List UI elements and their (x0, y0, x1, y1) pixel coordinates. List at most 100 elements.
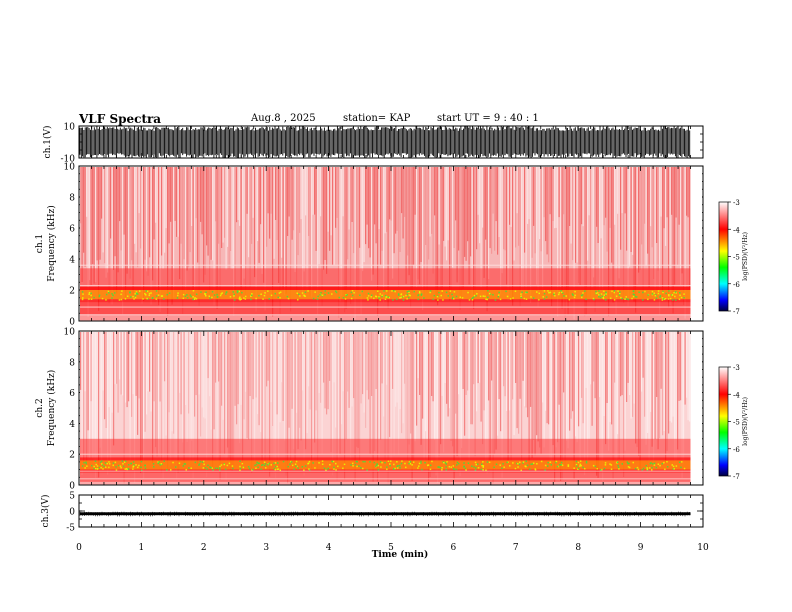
psd-peak (125, 467, 128, 470)
psd-streak (282, 167, 284, 289)
psd-streak (272, 332, 274, 426)
psd-streak (584, 332, 586, 476)
psd-streak (330, 167, 332, 236)
psd-peak (177, 294, 179, 297)
psd-streak (371, 167, 373, 281)
psd-peak (492, 294, 494, 296)
psd-streak (318, 332, 320, 393)
psd-streak (362, 167, 364, 272)
psd-peak (400, 462, 403, 465)
psd-streak (132, 167, 134, 296)
psd-streak (672, 167, 674, 314)
psd-streak (497, 167, 499, 255)
psd-streak (647, 167, 649, 254)
psd-streak (450, 332, 452, 441)
psd-peak (522, 462, 524, 464)
psd-peak (130, 462, 132, 465)
psd-streak (593, 332, 595, 382)
psd-streak (479, 332, 481, 383)
psd-streak (236, 167, 238, 223)
psd-streak (503, 167, 505, 250)
psd-streak (470, 332, 472, 425)
ch1-spectrogram-ylabel2: Frequency (kHz) (46, 205, 57, 282)
psd-streak (369, 167, 371, 258)
psd-peak (108, 466, 110, 469)
psd-streak (485, 332, 487, 466)
x-tick-label: 1 (139, 543, 145, 553)
psd-streak (276, 332, 278, 415)
psd-peak (429, 291, 431, 294)
psd-peak (601, 468, 603, 471)
psd-peak (679, 292, 681, 294)
psd-peak (449, 290, 452, 292)
psd-peak (514, 290, 517, 292)
psd-peak (668, 290, 670, 292)
psd-peak (182, 293, 185, 296)
psd-peak (675, 465, 678, 467)
psd-streak (447, 167, 449, 241)
psd-streak (666, 332, 668, 451)
psd-peak (393, 468, 395, 470)
psd-peak (669, 297, 672, 300)
psd-peak (111, 297, 113, 299)
psd-streak (189, 167, 191, 253)
psd-peak (453, 468, 456, 471)
psd-streak (567, 332, 569, 449)
psd-streak (492, 332, 494, 484)
psd-peak (575, 463, 578, 466)
psd-streak (440, 167, 442, 292)
psd-peak (157, 462, 159, 465)
psd-peak (335, 462, 337, 465)
psd-streak (264, 167, 266, 311)
psd-peak (514, 467, 517, 470)
psd-peak (577, 468, 579, 470)
psd-streak (326, 167, 328, 274)
psd-peak (296, 465, 298, 468)
x-axis-label: Time (min) (372, 549, 429, 560)
psd-streak (147, 167, 149, 276)
psd-peak (506, 461, 508, 464)
psd-streak (593, 167, 595, 278)
psd-streak (428, 332, 430, 484)
psd-streak (408, 332, 410, 445)
psd-streak (335, 167, 337, 228)
psd-streak (506, 167, 508, 285)
psd-peak (335, 290, 337, 292)
psd-peak (274, 465, 277, 468)
psd-peak (219, 467, 221, 469)
psd-peak (359, 294, 361, 296)
psd-streak (477, 167, 479, 215)
psd-peak (325, 468, 328, 471)
psd-peak (128, 464, 130, 466)
psd-streak (224, 167, 226, 238)
psd-streak (470, 167, 472, 257)
psd-streak (474, 167, 476, 299)
psd-peak (506, 295, 509, 298)
psd-streak (263, 332, 265, 473)
psd-streak (501, 167, 503, 274)
psd-streak (366, 167, 368, 225)
psd-streak (614, 167, 616, 225)
psd-peak (152, 297, 154, 299)
psd-streak (251, 167, 253, 244)
psd-peak (238, 290, 240, 293)
psd-peak (522, 461, 525, 463)
psd-streak (387, 167, 389, 309)
psd-peak (397, 465, 399, 467)
psd-streak (581, 332, 583, 398)
psd-streak (194, 332, 196, 417)
psd-streak (287, 332, 289, 484)
psd-peak (397, 293, 400, 295)
psd-peak (447, 295, 449, 297)
psd-peak (681, 461, 683, 463)
psd-peak (392, 299, 394, 301)
psd-streak (581, 167, 583, 225)
psd-peak (663, 298, 666, 301)
psd-streak (273, 332, 275, 474)
psd-streak (312, 167, 314, 215)
psd-peak (93, 465, 95, 468)
psd-peak (98, 295, 100, 298)
psd-peak (484, 295, 486, 298)
psd-peak (406, 298, 408, 300)
psd-peak (663, 461, 665, 464)
